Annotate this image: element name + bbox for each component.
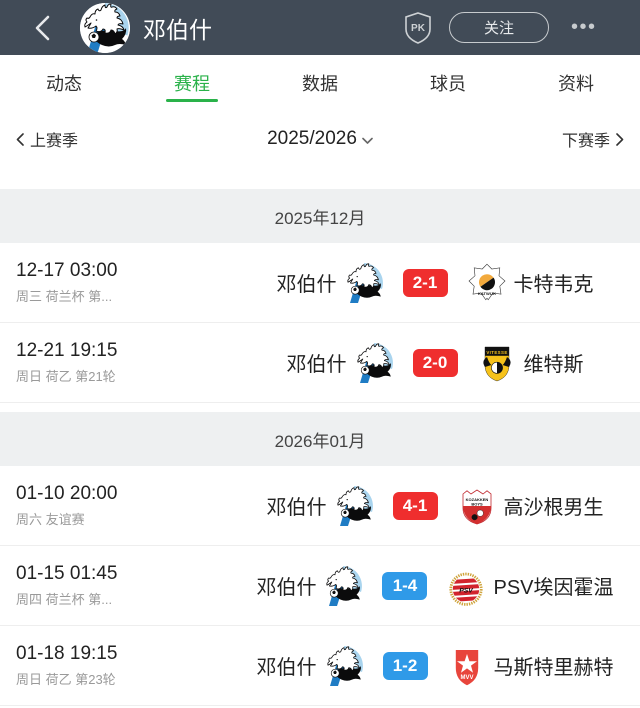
svg-text:PK: PK: [411, 23, 426, 34]
